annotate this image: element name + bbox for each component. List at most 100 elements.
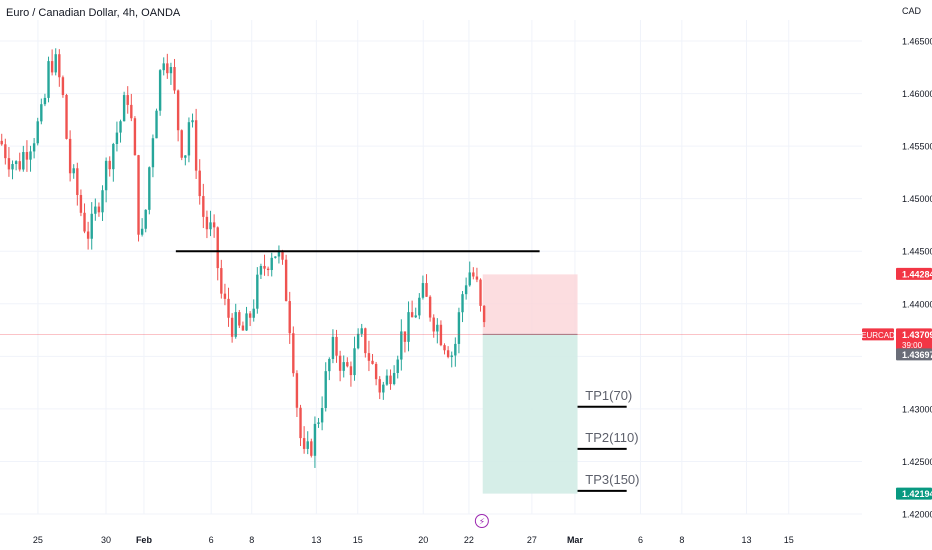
candle-body xyxy=(389,375,392,385)
price-tag[interactable] xyxy=(896,267,932,280)
candle-body xyxy=(382,384,385,393)
price-tag-value: 1.43709 xyxy=(902,330,932,340)
candle-body xyxy=(407,312,410,342)
time-tick-label: Feb xyxy=(136,535,153,545)
candle-body xyxy=(223,293,227,299)
candle-body xyxy=(65,94,68,139)
candle-body xyxy=(266,268,270,271)
candle-body xyxy=(302,438,306,449)
symbol-title[interactable]: Euro / Canadian Dollar, 4h, OANDA xyxy=(6,7,181,19)
event-marker-icon[interactable] xyxy=(474,514,489,528)
candle-body xyxy=(432,317,435,332)
candle-body xyxy=(371,360,374,364)
time-tick-label: 27 xyxy=(527,535,537,545)
take-profit-levels[interactable]: TP1(70) TP2(110) TP3(150) xyxy=(577,388,640,492)
candle-body xyxy=(166,63,169,74)
candle-body xyxy=(173,67,176,91)
candle-body xyxy=(310,441,313,456)
candle-body xyxy=(292,333,295,374)
time-tick-label: 15 xyxy=(353,535,363,545)
price-tag[interactable] xyxy=(896,487,932,500)
candle-body xyxy=(11,164,14,170)
candle-body xyxy=(252,308,255,318)
candle-body xyxy=(101,190,104,213)
candle-body xyxy=(104,160,108,191)
candle-body xyxy=(79,195,83,213)
price-tick-label: 1.46500 xyxy=(902,37,932,47)
candle-body xyxy=(331,336,335,359)
candle-body xyxy=(108,160,111,170)
time-tick-label: 15 xyxy=(784,535,794,545)
candle-body xyxy=(97,206,101,213)
candle-body xyxy=(205,216,209,230)
candle-body xyxy=(202,196,205,217)
candle-body xyxy=(284,259,288,302)
take-profit-zone xyxy=(482,334,578,494)
candle-body xyxy=(461,294,464,313)
price-tag[interactable] xyxy=(896,348,932,361)
price-tick-label: 1.44500 xyxy=(902,247,932,257)
candle-body xyxy=(414,315,417,318)
candle-body xyxy=(22,152,25,170)
candle-body xyxy=(317,422,320,424)
candle-body xyxy=(421,283,425,298)
candle-body xyxy=(328,358,331,372)
candle-body xyxy=(158,70,162,111)
candle-body xyxy=(58,54,61,78)
candle-body xyxy=(443,345,446,351)
price-axis[interactable]: 1.46500 1.46000 1.45500 1.45000 1.44500 1.440… xyxy=(861,37,932,520)
candle-body xyxy=(403,331,407,342)
candle-body xyxy=(396,359,399,373)
time-tick-label: 25 xyxy=(33,535,43,545)
candle-body xyxy=(137,155,140,235)
candle-body xyxy=(259,265,263,275)
candle-body xyxy=(378,379,381,393)
stop-loss-zone xyxy=(482,274,578,335)
candle-body xyxy=(281,251,284,260)
time-tick-label: 30 xyxy=(101,535,111,545)
candle-body xyxy=(0,140,3,145)
price-tick-label: 1.44000 xyxy=(902,299,932,309)
candle-body xyxy=(482,305,486,323)
time-tick-label: Mar xyxy=(567,535,584,545)
candle-body xyxy=(176,90,180,131)
candle-body xyxy=(90,213,93,239)
candle-body xyxy=(151,138,155,168)
candle-body xyxy=(270,257,273,271)
candle-body xyxy=(169,67,173,74)
candle-body xyxy=(29,151,32,160)
candle-body xyxy=(360,328,363,334)
candle-body xyxy=(299,407,302,439)
candle-body xyxy=(209,222,212,230)
candle-body xyxy=(418,297,421,316)
tp-label: TP2(110) xyxy=(585,430,638,445)
candle-body xyxy=(241,325,245,331)
symbol-tag[interactable] xyxy=(862,328,894,341)
price-tick-label: 1.46000 xyxy=(902,89,932,99)
candle-body xyxy=(216,227,219,269)
price-tag-value: 1.42194 xyxy=(902,489,932,499)
candle-body xyxy=(72,168,75,174)
candle-body xyxy=(162,63,165,71)
candle-body xyxy=(47,61,50,98)
price-tag[interactable] xyxy=(896,328,932,351)
drawn-lines[interactable]: ⚡ xyxy=(0,250,862,528)
candle-body xyxy=(428,296,432,318)
price-tick-label: 1.45500 xyxy=(902,142,932,152)
price-tag-value: 1.44284 xyxy=(902,269,932,279)
candle-body xyxy=(4,144,7,159)
candle-body xyxy=(410,312,414,318)
candle-body xyxy=(374,363,378,380)
candle-body xyxy=(367,353,371,361)
time-tick-label: 20 xyxy=(418,535,428,545)
candle-body xyxy=(140,228,144,235)
candle-body xyxy=(230,317,234,337)
time-tick-label: 6 xyxy=(209,535,214,545)
time-axis[interactable]: 25 30 Feb 6 8 13 15 20 22 27 Mar 6 8 13 15 xyxy=(33,535,794,545)
candle-body xyxy=(256,274,259,309)
candle-body xyxy=(25,152,29,160)
candle-body xyxy=(313,423,317,456)
price-tick-label: 1.43000 xyxy=(902,404,932,414)
candle-body xyxy=(439,324,443,346)
